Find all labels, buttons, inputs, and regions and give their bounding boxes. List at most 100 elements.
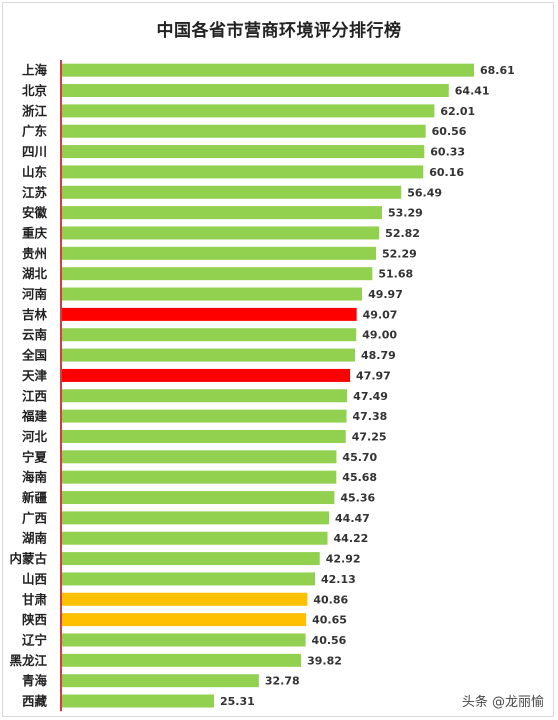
value-label: 39.82 xyxy=(307,654,342,667)
value-label: 49.07 xyxy=(363,308,398,321)
value-label: 53.29 xyxy=(388,207,423,220)
value-label: 47.38 xyxy=(353,410,388,423)
value-label: 42.13 xyxy=(321,573,356,586)
value-label: 51.68 xyxy=(378,268,413,281)
category-label: 全国 xyxy=(21,348,47,363)
category-label: 山西 xyxy=(22,571,47,586)
value-label: 40.86 xyxy=(313,593,348,606)
bar-2 xyxy=(62,84,449,98)
bar-12 xyxy=(62,287,363,301)
bar-10 xyxy=(62,246,376,260)
category-label: 河北 xyxy=(22,429,48,444)
bar-28 xyxy=(62,613,307,627)
bar-22 xyxy=(62,491,335,505)
category-label: 安徽 xyxy=(22,205,48,220)
bar-14 xyxy=(62,328,357,342)
value-label: 32.78 xyxy=(265,675,300,688)
bar-1 xyxy=(62,63,474,77)
category-label: 吉林 xyxy=(22,307,48,322)
category-label: 河南 xyxy=(22,287,48,302)
category-label: 陕西 xyxy=(22,612,47,627)
value-label: 44.47 xyxy=(335,512,370,525)
category-label: 北京 xyxy=(22,83,48,98)
value-label: 45.68 xyxy=(342,471,377,484)
category-label: 湖南 xyxy=(22,531,48,546)
bar-3 xyxy=(62,104,435,118)
value-label: 60.56 xyxy=(432,125,467,138)
bar-27 xyxy=(62,592,308,606)
value-label: 52.29 xyxy=(382,247,417,260)
category-label: 海南 xyxy=(22,470,48,485)
bar-6 xyxy=(62,165,424,179)
bar-32 xyxy=(62,694,214,708)
value-label: 47.97 xyxy=(356,369,391,382)
bar-4 xyxy=(62,124,426,138)
value-label: 62.01 xyxy=(440,105,475,118)
bar-15 xyxy=(62,348,355,362)
bar-29 xyxy=(62,633,306,647)
bar-13 xyxy=(62,307,357,321)
category-label: 青海 xyxy=(22,673,48,688)
bar-20 xyxy=(62,450,337,464)
bar-26 xyxy=(62,572,315,586)
category-label: 重庆 xyxy=(22,225,48,240)
category-label: 内蒙古 xyxy=(9,551,47,566)
bar-30 xyxy=(62,653,302,667)
category-label: 广东 xyxy=(22,124,48,139)
category-label: 宁夏 xyxy=(22,449,48,464)
value-label: 49.97 xyxy=(368,288,403,301)
bar-11 xyxy=(62,267,373,281)
category-label: 上海 xyxy=(22,63,48,78)
bar-19 xyxy=(62,429,346,443)
bar-18 xyxy=(62,409,347,423)
bar-25 xyxy=(62,552,320,566)
bar-8 xyxy=(62,206,382,220)
category-label: 甘肃 xyxy=(22,592,48,607)
category-label: 浙江 xyxy=(22,103,48,118)
category-label: 天津 xyxy=(22,368,48,383)
bar-21 xyxy=(62,470,337,484)
value-label: 40.65 xyxy=(312,614,347,627)
value-label: 64.41 xyxy=(455,85,490,98)
category-label: 新疆 xyxy=(22,490,48,505)
bar-5 xyxy=(62,145,425,159)
category-label: 四川 xyxy=(22,144,47,159)
value-label: 56.49 xyxy=(407,186,442,199)
value-label: 42.92 xyxy=(326,553,361,566)
category-label: 云南 xyxy=(22,327,48,342)
value-label: 47.25 xyxy=(352,430,387,443)
value-label: 68.61 xyxy=(480,64,515,77)
value-label: 45.36 xyxy=(340,492,375,505)
bar-23 xyxy=(62,511,330,525)
bar-31 xyxy=(62,674,259,688)
value-label: 45.70 xyxy=(342,451,377,464)
category-label: 贵州 xyxy=(22,246,47,261)
category-label: 山东 xyxy=(22,164,48,179)
category-label: 广西 xyxy=(22,510,47,525)
category-label: 福建 xyxy=(21,409,48,424)
category-label: 辽宁 xyxy=(22,632,47,647)
value-label: 48.79 xyxy=(361,349,396,362)
value-label: 52.82 xyxy=(385,227,420,240)
bar-7 xyxy=(62,185,402,199)
value-label: 44.22 xyxy=(334,532,369,545)
bar-17 xyxy=(62,389,348,403)
category-label: 湖北 xyxy=(22,266,48,281)
category-label: 西藏 xyxy=(22,694,48,709)
value-label: 47.49 xyxy=(353,390,388,403)
value-label: 40.56 xyxy=(312,634,347,647)
value-label: 60.33 xyxy=(430,146,465,159)
value-label: 60.16 xyxy=(429,166,464,179)
category-label: 江西 xyxy=(22,388,47,403)
bar-24 xyxy=(62,531,328,545)
bar-9 xyxy=(62,226,380,240)
value-label: 25.31 xyxy=(220,695,255,708)
bar-16 xyxy=(62,368,351,382)
category-label: 江苏 xyxy=(22,185,48,200)
value-label: 49.00 xyxy=(362,329,397,342)
watermark: 头条 @龙丽愉 xyxy=(461,695,544,710)
category-label: 黑龙江 xyxy=(9,653,47,668)
